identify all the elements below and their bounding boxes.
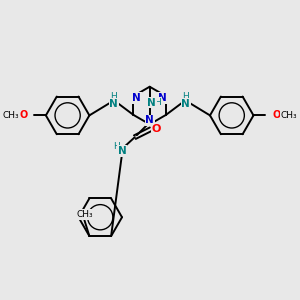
- Text: H: H: [182, 92, 189, 100]
- Text: CH₃: CH₃: [76, 210, 93, 219]
- Text: N: N: [181, 99, 190, 109]
- Text: H: H: [110, 92, 117, 100]
- Text: O: O: [19, 110, 27, 120]
- Text: N: N: [158, 93, 167, 103]
- Text: H: H: [154, 98, 161, 107]
- Text: O: O: [272, 110, 281, 120]
- Text: N: N: [133, 93, 141, 103]
- Text: CH₃: CH₃: [3, 111, 20, 120]
- Text: N: N: [145, 115, 154, 125]
- Text: H: H: [113, 142, 119, 151]
- Text: O: O: [152, 124, 161, 134]
- Text: CH₃: CH₃: [281, 111, 297, 120]
- Text: N: N: [147, 98, 156, 107]
- Text: N: N: [109, 99, 118, 109]
- Text: N: N: [118, 146, 126, 156]
